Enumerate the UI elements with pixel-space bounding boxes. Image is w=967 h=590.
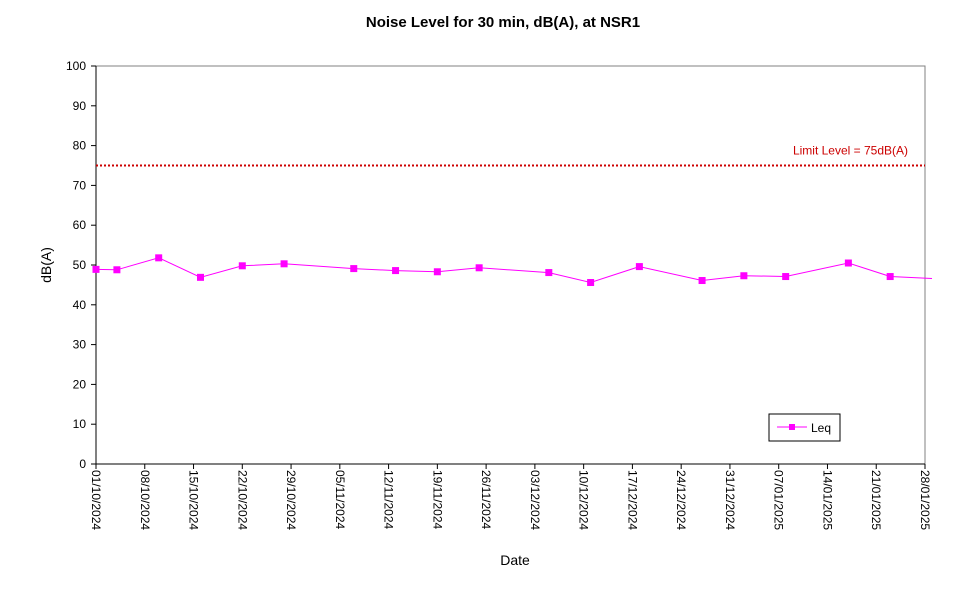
- x-tick-label: 22/10/2024: [235, 470, 249, 530]
- x-tick-label: 07/01/2025: [772, 470, 786, 530]
- data-point-leq: [155, 254, 163, 262]
- x-tick-label: 19/11/2024: [430, 470, 444, 529]
- data-point-leq: [280, 260, 288, 268]
- x-axis: 01/10/2024 08/10/2024 15/10/2024 22/10/2024…: [89, 463, 932, 530]
- legend: Leq: [768, 413, 841, 442]
- y-axis: 0 10 20 30 40 50 60 70 80 90 100: [66, 59, 97, 471]
- legend-label-leq: Leq: [811, 421, 831, 435]
- x-tick-label: 24/12/2024: [674, 470, 688, 530]
- data-point-leq: [350, 265, 358, 273]
- x-tick-label: 31/12/2024: [723, 470, 737, 530]
- x-tick-label: 28/01/2025: [918, 470, 932, 530]
- y-tick-label: 20: [73, 377, 87, 391]
- x-tick-label: 08/10/2024: [138, 470, 152, 530]
- series-leq: [92, 254, 933, 287]
- data-point-leq: [392, 267, 400, 275]
- y-tick-label: 90: [73, 99, 87, 113]
- data-point-leq: [698, 277, 706, 285]
- x-tick-label: 12/11/2024: [382, 470, 396, 529]
- legend-marker-leq: [789, 424, 795, 430]
- x-tick-label: 14/01/2025: [820, 470, 834, 530]
- series-line-leq: [95, 257, 933, 284]
- data-point-leq: [587, 279, 595, 287]
- data-point-leq: [545, 269, 553, 277]
- x-tick-label: 17/12/2024: [625, 470, 639, 530]
- y-tick-label: 40: [73, 298, 87, 312]
- y-tick-label: 80: [73, 139, 87, 153]
- data-point-leq: [782, 273, 790, 281]
- data-point-leq: [113, 266, 121, 274]
- chart-title: Noise Level for 30 min, dB(A), at NSR1: [366, 14, 640, 31]
- data-point-leq: [475, 264, 483, 272]
- x-tick-label: 26/11/2024: [479, 470, 493, 529]
- data-point-leq: [740, 272, 748, 280]
- x-tick-label: 29/10/2024: [284, 470, 298, 530]
- data-point-leq: [635, 263, 643, 271]
- y-axis-label: dB(A): [38, 247, 54, 283]
- x-tick-label: 05/11/2024: [333, 470, 347, 529]
- x-tick-label: 21/01/2025: [869, 470, 883, 530]
- y-tick-label: 50: [73, 258, 87, 272]
- y-tick-label: 30: [73, 338, 87, 352]
- data-point-leq: [196, 273, 204, 281]
- limit-level-label: Limit Level = 75dB(A): [793, 144, 908, 158]
- y-tick-label: 0: [79, 457, 86, 471]
- x-tick-label: 15/10/2024: [187, 470, 201, 530]
- data-point-leq: [844, 259, 852, 267]
- x-tick-label: 03/12/2024: [528, 470, 542, 530]
- y-tick-label: 100: [66, 59, 86, 73]
- x-tick-label: 01/10/2024: [89, 470, 103, 530]
- x-axis-label: Date: [500, 552, 530, 568]
- data-point-leq: [238, 262, 246, 270]
- data-point-leq: [92, 265, 100, 273]
- data-point-leq: [886, 273, 894, 281]
- data-point-leq: [433, 268, 441, 276]
- y-tick-label: 70: [73, 178, 87, 192]
- y-tick-label: 10: [73, 417, 87, 431]
- x-tick-label: 10/12/2024: [577, 470, 591, 530]
- y-tick-label: 60: [73, 218, 87, 232]
- plot-area: [95, 65, 926, 465]
